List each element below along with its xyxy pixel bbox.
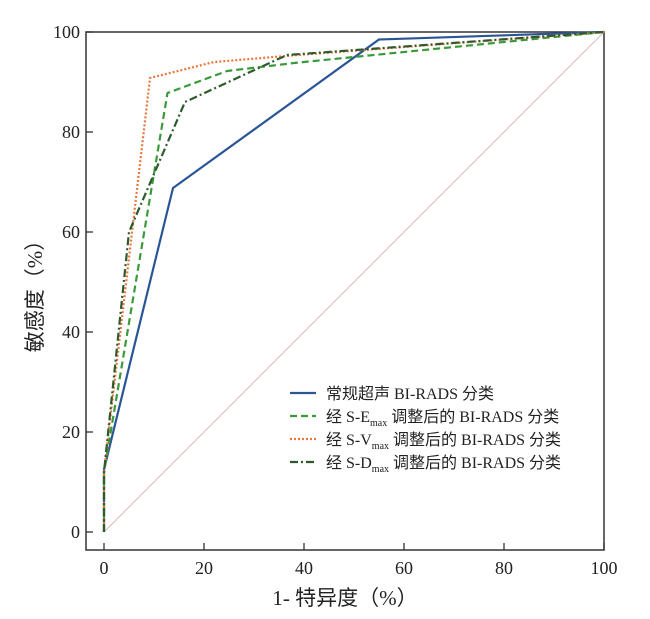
legend-text: 经 S-V	[326, 431, 372, 449]
legend-text: 经 S-D	[326, 454, 372, 472]
x-tick-label: 0	[100, 558, 109, 578]
legend-text: 调整后的 BI-RADS 分类	[387, 408, 559, 426]
reference-diagonal	[103, 31, 605, 533]
legend-subscript: max	[370, 418, 387, 429]
y-tick-label: 20	[62, 422, 80, 442]
x-tick-label: 40	[295, 558, 313, 578]
legend-subscript: max	[372, 441, 389, 452]
y-tick-label: 80	[62, 122, 80, 142]
x-tick-label: 20	[195, 558, 213, 578]
x-tick-label: 60	[395, 558, 413, 578]
legend-subscript: max	[372, 464, 389, 475]
legend-text: 常规超声 BI-RADS 分类	[326, 385, 494, 403]
x-tick-label: 80	[495, 558, 513, 578]
legend-entry: 经 S-Dmax 调整后的 BI-RADS 分类	[326, 454, 561, 475]
y-tick-label: 60	[62, 222, 80, 242]
legend-entry: 常规超声 BI-RADS 分类	[326, 385, 494, 403]
legend-entry: 经 S-Vmax 调整后的 BI-RADS 分类	[326, 431, 561, 452]
legend-text: 调整后的 BI-RADS 分类	[389, 431, 561, 449]
y-tick-label: 0	[71, 522, 80, 542]
y-axis-label: 敏感度（%）	[23, 230, 47, 353]
x-tick-label: 100	[591, 558, 618, 578]
legend-text: 调整后的 BI-RADS 分类	[389, 454, 561, 472]
series-line-4	[102, 30, 605, 532]
legend-text: 经 S-E	[326, 408, 370, 426]
y-tick-label: 100	[53, 22, 80, 42]
x-axis-label: 1- 特异度（%）	[272, 586, 417, 610]
y-tick-label: 40	[62, 322, 80, 342]
plot-frame	[85, 31, 605, 551]
legend: 常规超声 BI-RADS 分类经 S-Emax 调整后的 BI-RADS 分类经…	[290, 385, 561, 475]
legend-entry: 经 S-Emax 调整后的 BI-RADS 分类	[326, 408, 559, 429]
